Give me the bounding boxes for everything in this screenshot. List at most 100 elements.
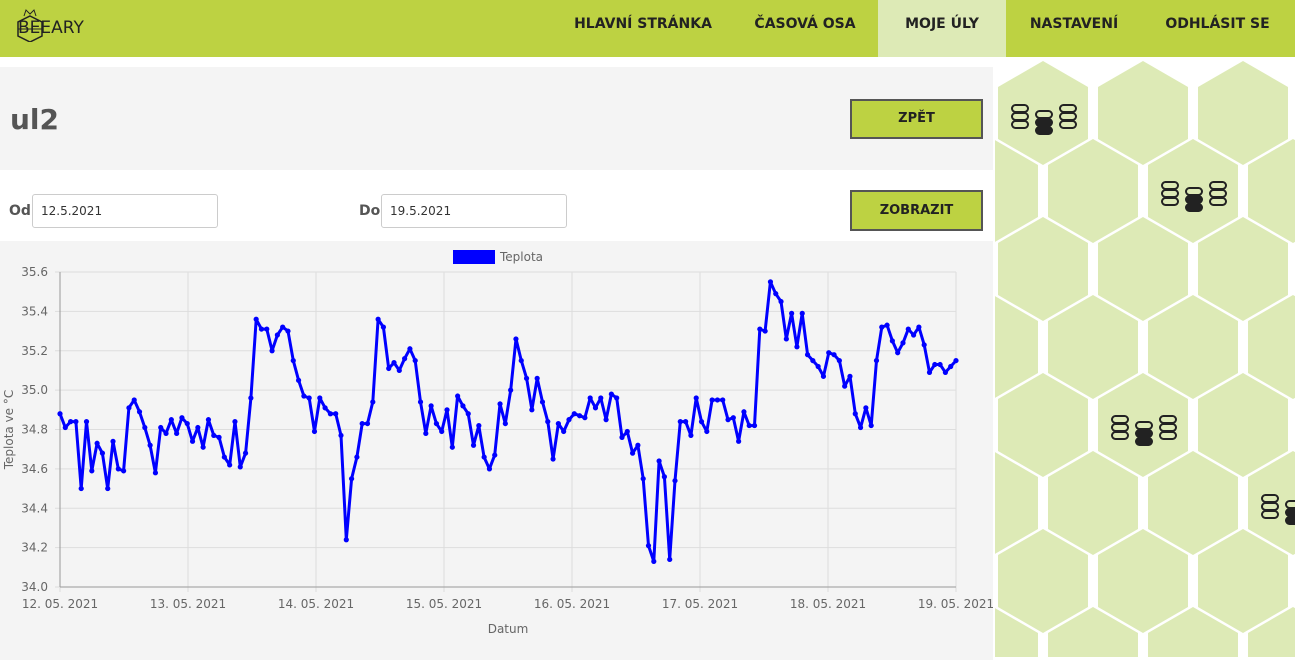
data-point: [725, 417, 731, 423]
x-tick-label: 17. 05. 2021: [662, 597, 738, 611]
data-point: [889, 338, 895, 344]
data-point: [433, 420, 440, 427]
data-point: [555, 420, 561, 427]
series-line: [58, 280, 958, 563]
data-point: [359, 420, 365, 427]
data-point: [258, 326, 265, 332]
x-tick-label: 14. 05. 2021: [278, 597, 354, 611]
data-point: [200, 444, 206, 450]
data-point: [195, 424, 201, 431]
hive-icon: [1035, 126, 1053, 135]
data-point: [142, 424, 148, 431]
data-point: [810, 357, 816, 364]
data-point: [592, 405, 599, 411]
data-point: [921, 342, 927, 348]
logo[interactable]: BEEARY: [18, 18, 84, 38]
data-point: [751, 422, 758, 429]
hive-icon: [1011, 120, 1029, 129]
data-point: [905, 326, 911, 332]
x-tick-label: 13. 05. 2021: [150, 597, 226, 611]
data-point: [624, 428, 630, 435]
hex-cell: [1048, 139, 1138, 243]
y-tick-label: 34.4: [21, 501, 48, 515]
legend-swatch: [453, 250, 495, 264]
hive-icon: [1135, 429, 1153, 438]
hex-cell: [1048, 607, 1138, 657]
hive-icon: [1261, 510, 1279, 519]
data-point: [804, 352, 811, 358]
data-point: [608, 391, 614, 397]
data-point: [317, 395, 323, 401]
data-point: [778, 298, 784, 305]
nav-link[interactable]: NASTAVENÍ: [1029, 16, 1119, 32]
data-point: [789, 310, 795, 316]
data-point: [386, 365, 392, 372]
x-tick-label: 15. 05. 2021: [406, 597, 482, 611]
data-point: [529, 407, 535, 413]
from-input[interactable]: 12.5.2021: [32, 194, 218, 228]
data-point: [783, 336, 789, 342]
data-point: [179, 415, 185, 421]
data-point: [110, 438, 116, 444]
data-point: [417, 399, 424, 405]
data-point: [290, 357, 296, 364]
data-point: [274, 332, 280, 338]
hex-cell: [1148, 451, 1238, 555]
to-input[interactable]: 19.5.2021: [381, 194, 567, 228]
hive-icon: [1185, 203, 1203, 212]
data-point: [576, 413, 583, 419]
data-point: [380, 324, 387, 330]
data-point: [444, 407, 450, 413]
data-point: [78, 485, 84, 492]
data-point: [184, 420, 190, 427]
data-point: [242, 450, 249, 456]
data-point: [449, 444, 455, 450]
data-point: [391, 359, 397, 366]
nav-link[interactable]: ODHLÁSIT SE: [1165, 16, 1270, 32]
data-point: [953, 357, 959, 364]
hex-cell: [1248, 139, 1295, 243]
from-label: Od: [9, 203, 31, 219]
to-label: Do: [359, 203, 381, 219]
data-point: [338, 432, 344, 439]
nav-link[interactable]: MOJE ÚLY: [878, 0, 1006, 57]
nav-link[interactable]: ČASOVÁ OSA: [754, 16, 856, 32]
hex-cell: [1248, 607, 1295, 657]
back-button[interactable]: ZPĚT: [850, 99, 983, 139]
data-point: [476, 422, 482, 429]
data-point: [534, 375, 540, 381]
data-point: [736, 438, 742, 444]
data-point: [826, 350, 832, 356]
data-point: [619, 434, 625, 440]
data-point: [741, 409, 747, 415]
data-point: [126, 405, 132, 411]
data-point: [857, 424, 864, 431]
data-point: [94, 440, 100, 446]
data-point: [842, 383, 848, 389]
data-point: [364, 420, 371, 427]
data-point: [518, 357, 524, 364]
data-point: [831, 352, 837, 358]
hex-cell: [995, 140, 1038, 242]
hex-cell: [1048, 451, 1138, 555]
y-tick-label: 34.8: [21, 423, 48, 437]
data-point: [566, 417, 572, 423]
data-point: [189, 438, 196, 444]
data-point: [582, 415, 588, 421]
hive-icon: [1059, 120, 1077, 129]
data-point: [121, 468, 127, 474]
data-point: [83, 419, 90, 425]
hex-cell: [1198, 529, 1288, 633]
data-point: [131, 397, 137, 403]
data-point: [948, 363, 954, 370]
data-point: [285, 328, 291, 334]
data-point: [402, 356, 408, 362]
data-point: [370, 399, 376, 405]
show-button[interactable]: ZOBRAZIT: [850, 190, 983, 231]
data-point: [168, 417, 174, 423]
data-point: [873, 357, 880, 364]
nav-link[interactable]: HLAVNÍ STRÁNKA: [574, 16, 712, 32]
data-point: [794, 344, 800, 350]
data-point: [407, 346, 413, 352]
data-point: [306, 395, 312, 401]
